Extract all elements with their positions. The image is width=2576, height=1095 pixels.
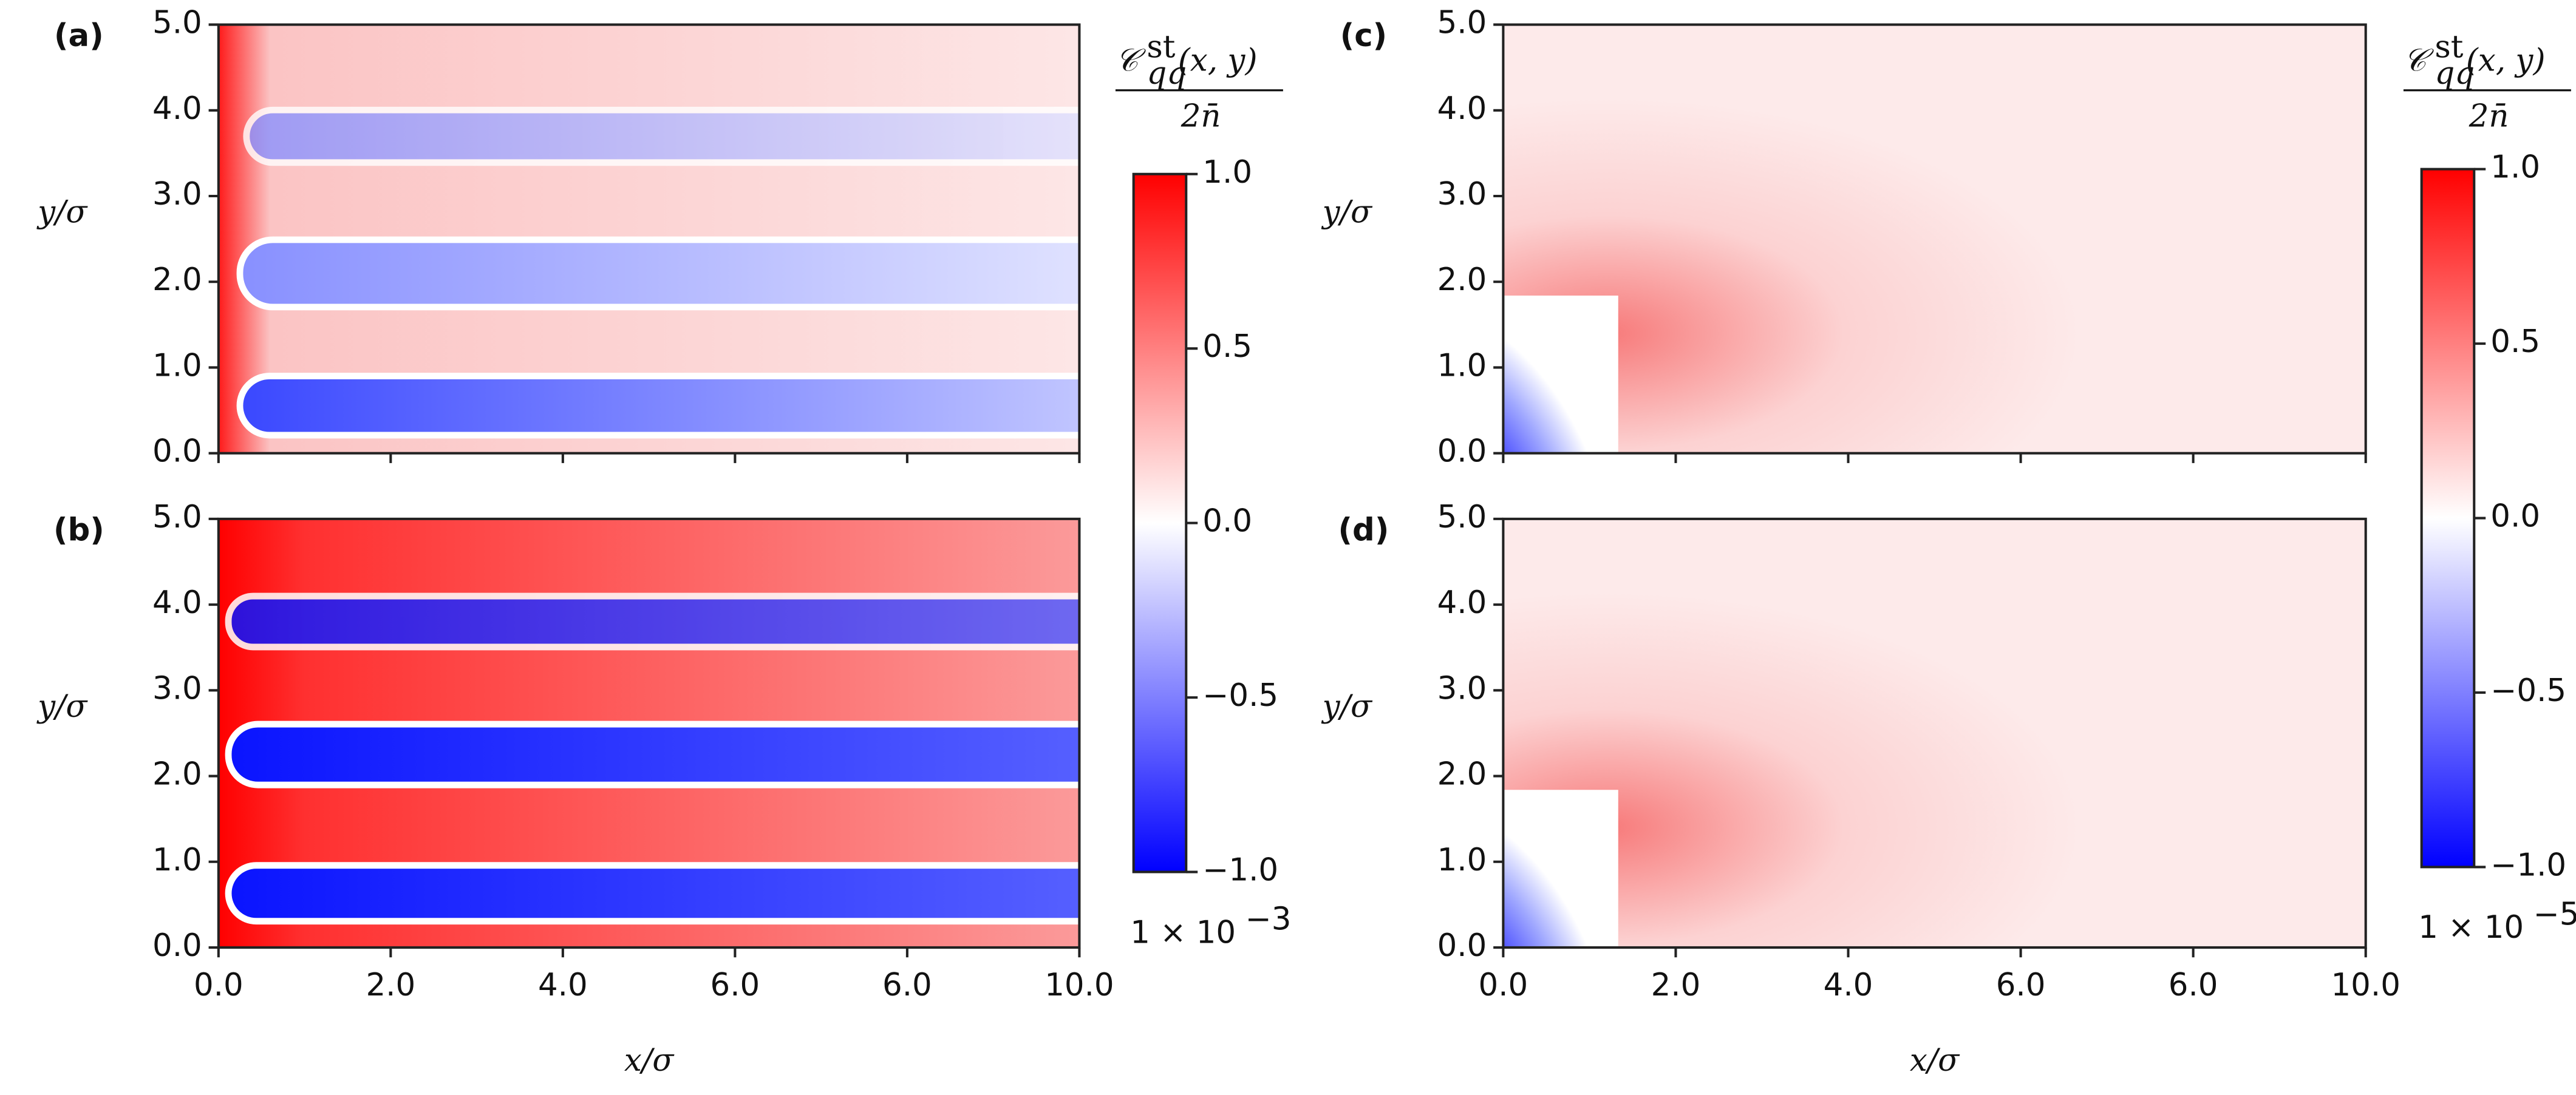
y-tick-label: 1.0 (1437, 347, 1487, 384)
y-tick-label: 1.0 (1437, 842, 1487, 878)
panel-label: (a) (54, 18, 104, 54)
y-axis-label: y/σ (1321, 194, 1373, 231)
x-tick-label: 10.0 (1044, 967, 1114, 1003)
heatmap-c (1503, 24, 2366, 453)
y-tick-label: 3.0 (152, 670, 202, 707)
colorbar-label-symbol: 𝒞 (2404, 42, 2435, 78)
colorbar-label-sub: qq (1147, 55, 1187, 92)
colorbar-label-sup: st (1147, 29, 1175, 66)
y-tick-label: 2.0 (1437, 756, 1487, 793)
colorbar-tick-label: 1.0 (1202, 154, 1252, 191)
y-tick-label: 1.0 (152, 347, 202, 384)
y-tick-label: 5.0 (152, 499, 202, 535)
x-tick-label: 4.0 (538, 967, 588, 1003)
x-tick-label: 2.0 (366, 967, 415, 1003)
heatmap-b (218, 518, 1080, 948)
x-tick-label: 0.0 (1479, 967, 1528, 1003)
x-tick-label: 2.0 (1651, 967, 1701, 1003)
colorbar-multiplier: 1 × 10 (1130, 914, 1236, 951)
heatmap-a (218, 24, 1080, 453)
y-tick-label: 0.0 (1437, 433, 1487, 470)
y-tick-label: 5.0 (152, 5, 202, 41)
y-tick-label: 0.0 (152, 927, 202, 964)
plot-frame (1502, 23, 2367, 455)
colorbar-tick-label: −1.0 (2490, 847, 2566, 883)
plot-frame (217, 23, 1081, 455)
colorbar-label-denominator: 2n̄ (2469, 98, 2509, 134)
colorbar-label-denominator: 2n̄ (1181, 98, 1221, 134)
y-tick-label: 2.0 (152, 756, 202, 793)
x-tick-label: 6.0 (1996, 967, 2046, 1003)
y-tick-label: 3.0 (1437, 670, 1487, 707)
x-tick-label: 6.0 (882, 967, 932, 1003)
y-axis-label: y/σ (36, 194, 88, 231)
y-tick-label: 4.0 (152, 90, 202, 127)
x-tick-label: 6.0 (2169, 967, 2218, 1003)
plot-frame (217, 517, 1081, 949)
y-tick-label: 2.0 (1437, 262, 1487, 298)
y-axis-label: y/σ (36, 688, 88, 725)
colorbar-tick-label: −0.5 (1202, 677, 1278, 714)
y-tick-label: 5.0 (1437, 499, 1487, 535)
colorbar-multiplier-exponent: −3 (1245, 901, 1292, 938)
plot-frame (1502, 517, 2367, 949)
colorbar-label-sup: st (2435, 29, 2463, 66)
colorbar-multiplier: 1 × 10 (2418, 909, 2524, 946)
y-tick-label: 4.0 (152, 585, 202, 621)
x-axis-label: x/σ (1910, 1042, 1960, 1079)
colorbar-tick-label: −0.5 (2490, 673, 2566, 709)
colorbar-tick-label: 0.5 (1202, 328, 1252, 365)
panel-label: (c) (1340, 18, 1387, 54)
x-tick-label: 6.0 (710, 967, 760, 1003)
colorbar (1132, 172, 1188, 873)
y-tick-label: 3.0 (1437, 176, 1487, 212)
x-axis-label: x/σ (624, 1042, 675, 1079)
panel-label: (b) (53, 512, 104, 549)
y-tick-label: 3.0 (152, 176, 202, 212)
colorbar (2420, 168, 2476, 869)
colorbar-label-args: (x, y) (2466, 42, 2546, 78)
colorbar-multiplier-exponent: −5 (2533, 897, 2576, 933)
colorbar-label-symbol: 𝒞 (1116, 42, 1147, 78)
y-tick-label: 4.0 (1437, 585, 1487, 621)
colorbar-tick-label: 0.5 (2490, 324, 2540, 360)
x-tick-label: 0.0 (194, 967, 244, 1003)
y-tick-label: 4.0 (1437, 90, 1487, 127)
heatmap-d (1503, 518, 2366, 948)
colorbar-tick-label: −1.0 (1202, 852, 1278, 889)
colorbar-tick-label: 1.0 (2490, 149, 2540, 186)
panel-label: (d) (1338, 512, 1389, 549)
colorbar-tick-label: 0.0 (2490, 498, 2540, 535)
y-tick-label: 5.0 (1437, 5, 1487, 41)
y-tick-label: 1.0 (152, 842, 202, 878)
y-axis-label: y/σ (1321, 688, 1373, 725)
colorbar-label-args: (x, y) (1178, 42, 1258, 78)
y-tick-label: 2.0 (152, 262, 202, 298)
y-tick-label: 0.0 (1437, 927, 1487, 964)
x-tick-label: 4.0 (1824, 967, 1873, 1003)
x-tick-label: 10.0 (2331, 967, 2400, 1003)
y-tick-label: 0.0 (152, 433, 202, 470)
colorbar-label-sub: qq (2435, 55, 2475, 92)
colorbar-tick-label: 0.0 (1202, 503, 1252, 540)
